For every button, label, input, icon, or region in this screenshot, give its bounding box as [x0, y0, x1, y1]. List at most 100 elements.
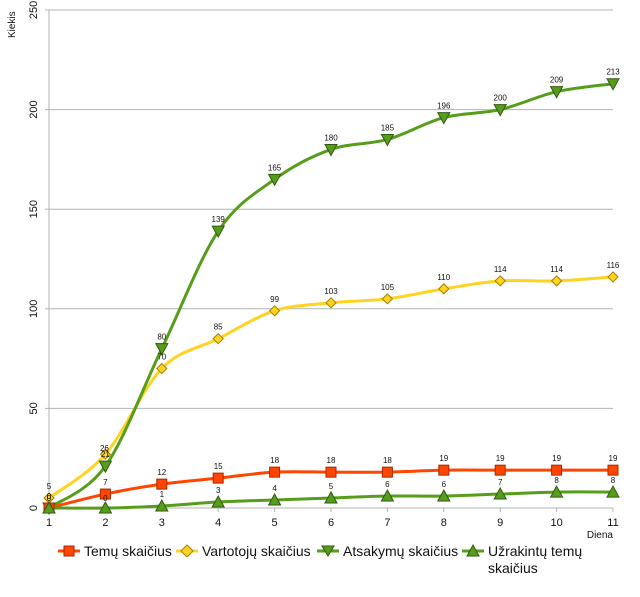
data-label: 196	[437, 102, 451, 111]
data-point-diamond	[381, 293, 394, 305]
x-tick-label: 8	[441, 517, 447, 529]
data-label: 70	[157, 353, 166, 362]
data-label: 18	[327, 456, 336, 465]
data-label: 114	[494, 265, 507, 274]
data-label: 6	[385, 480, 390, 489]
data-label: 139	[212, 215, 226, 224]
data-label: 21	[101, 450, 110, 459]
legend-label: Vartotojų skaičius	[202, 543, 311, 559]
data-label: 209	[550, 76, 564, 85]
data-label: 7	[498, 478, 503, 487]
data-label: 8	[611, 476, 616, 485]
data-label: 6	[442, 480, 447, 489]
data-label: 26	[100, 444, 109, 453]
legend-label: Temų skaičius	[84, 543, 172, 559]
data-point-diamond	[607, 271, 619, 283]
data-point-diamond	[494, 275, 506, 287]
data-point-triangle-up	[380, 489, 395, 502]
data-point-square	[156, 478, 168, 490]
data-point-triangle-down	[606, 78, 620, 91]
data-point-triangle-up	[606, 485, 620, 498]
data-point-triangle-up	[324, 490, 338, 504]
data-point-square	[381, 466, 393, 478]
y-tick-label: 0	[28, 505, 40, 511]
data-label: 180	[324, 133, 338, 142]
data-label: 103	[324, 287, 338, 296]
data-point-triangle-up	[211, 494, 226, 508]
data-point-triangle-up	[493, 487, 508, 500]
data-point-triangle-up	[154, 498, 169, 512]
data-label: 18	[270, 456, 279, 465]
data-label: 3	[216, 486, 221, 495]
data-point-triangle-down	[436, 112, 451, 125]
x-tick-label: 1	[46, 517, 52, 529]
data-label: 213	[606, 68, 620, 77]
data-point-triangle-down	[154, 343, 169, 356]
data-point-triangle-up	[549, 485, 564, 498]
data-label: 12	[157, 468, 166, 477]
data-label: 99	[270, 295, 279, 304]
data-label: 185	[381, 123, 395, 132]
data-point-triangle-down	[211, 225, 226, 239]
grid-lines	[49, 9, 613, 409]
data-point-diamond	[325, 297, 337, 309]
data-point-diamond	[212, 332, 224, 345]
data-label: 7	[103, 478, 108, 487]
data-point-square	[99, 488, 111, 500]
data-label: 5	[47, 482, 52, 491]
data-label: 8	[554, 476, 559, 485]
legend-triangle-up-icon	[462, 543, 484, 557]
data-label: 105	[381, 283, 395, 292]
data-label: 110	[437, 273, 450, 282]
legend-diamond-icon	[176, 544, 198, 557]
data-point-diamond	[438, 283, 450, 295]
y-tick-label: 200	[28, 100, 40, 118]
data-point-square	[551, 464, 563, 476]
x-tick-label: 6	[328, 517, 334, 529]
data-point-triangle-down	[493, 104, 508, 117]
data-point-square	[607, 464, 619, 476]
data-point-triangle-down	[380, 133, 395, 147]
data-point-square	[494, 464, 506, 476]
data-label: 19	[496, 454, 505, 463]
data-point-triangle-down	[267, 173, 282, 187]
x-tick-label: 9	[497, 517, 503, 529]
x-tick-label: 4	[215, 517, 221, 529]
data-label: 85	[214, 323, 223, 332]
data-point-triangle-up	[267, 492, 282, 506]
data-label: 200	[494, 94, 508, 103]
data-point-triangle-up	[42, 500, 56, 514]
data-label: 116	[607, 261, 620, 270]
y-axis-title: Kiekis	[7, 11, 18, 38]
legend-square-icon	[58, 545, 80, 557]
data-point-triangle-up	[436, 489, 451, 502]
data-point-triangle-down	[98, 460, 113, 474]
data-point-diamond	[268, 305, 281, 317]
data-point-square	[325, 466, 337, 478]
data-point-square	[269, 466, 281, 478]
data-label: 0	[47, 494, 52, 503]
data-label: 5	[329, 482, 334, 491]
data-label: 0	[103, 494, 108, 503]
y-tick-label: 150	[28, 200, 40, 218]
y-tick-label: 250	[28, 1, 40, 19]
data-point-diamond	[99, 448, 112, 460]
data-point-triangle-down	[549, 86, 564, 99]
data-label: 15	[214, 462, 223, 471]
x-tick-label: 2	[102, 517, 108, 529]
data-point-diamond	[550, 275, 563, 287]
data-label: 19	[552, 454, 561, 463]
x-tick-label: 7	[384, 517, 390, 529]
y-tick-label: 100	[28, 300, 40, 318]
data-label: 19	[439, 454, 448, 463]
data-label: 80	[157, 333, 166, 342]
data-label: 165	[268, 163, 282, 172]
x-tick-label: 11	[607, 517, 618, 529]
data-label: 114	[550, 265, 563, 274]
legend-label: Užrakintų temų skaičius	[488, 543, 583, 576]
data-label: 18	[383, 456, 392, 465]
series-markers	[42, 78, 620, 516]
